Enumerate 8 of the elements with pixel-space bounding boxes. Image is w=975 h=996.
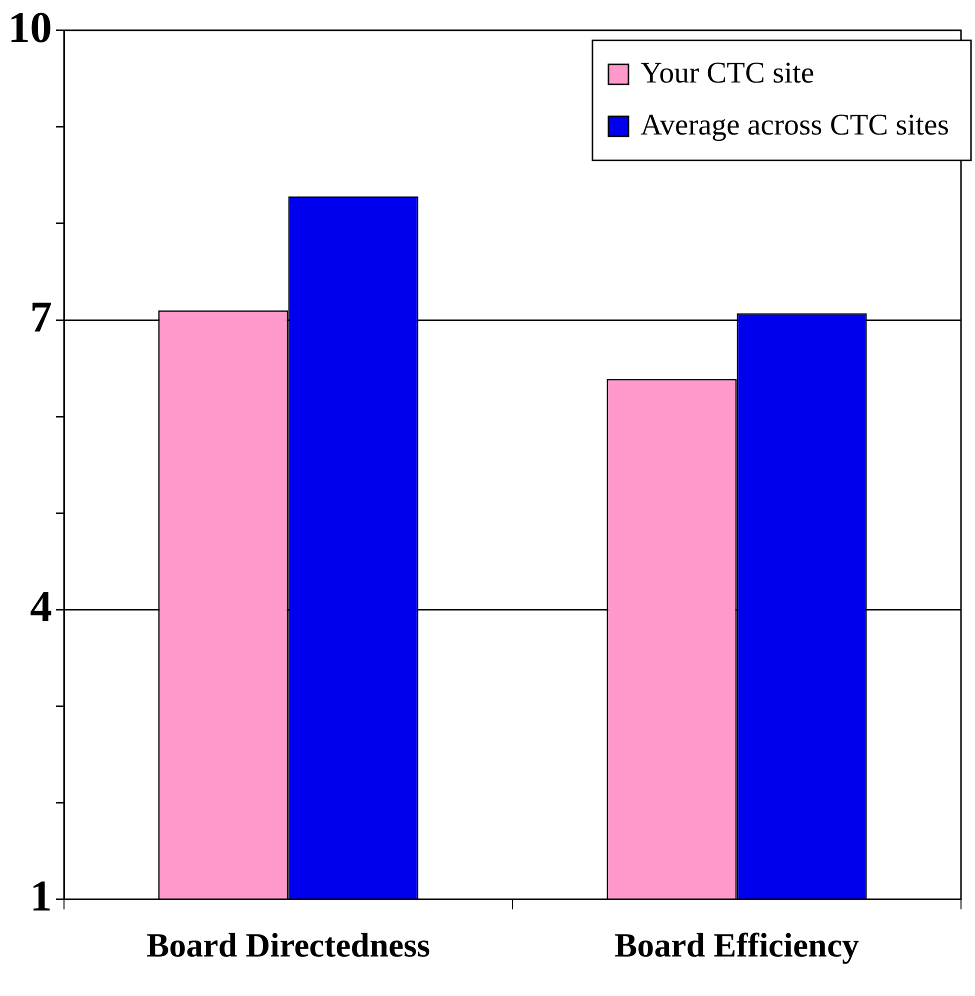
legend-label: Your CTC site — [640, 56, 814, 90]
x-tick-label: Board Directedness — [146, 927, 430, 964]
y-tick-label: 4 — [30, 582, 52, 631]
y-tick-label: 1 — [30, 872, 52, 921]
legend-label: Average across CTC sites — [640, 108, 950, 142]
y-tick-label: 7 — [30, 292, 52, 342]
y-tick-label: 10 — [8, 2, 52, 52]
x-tick-label: Board Efficiency — [614, 927, 860, 964]
